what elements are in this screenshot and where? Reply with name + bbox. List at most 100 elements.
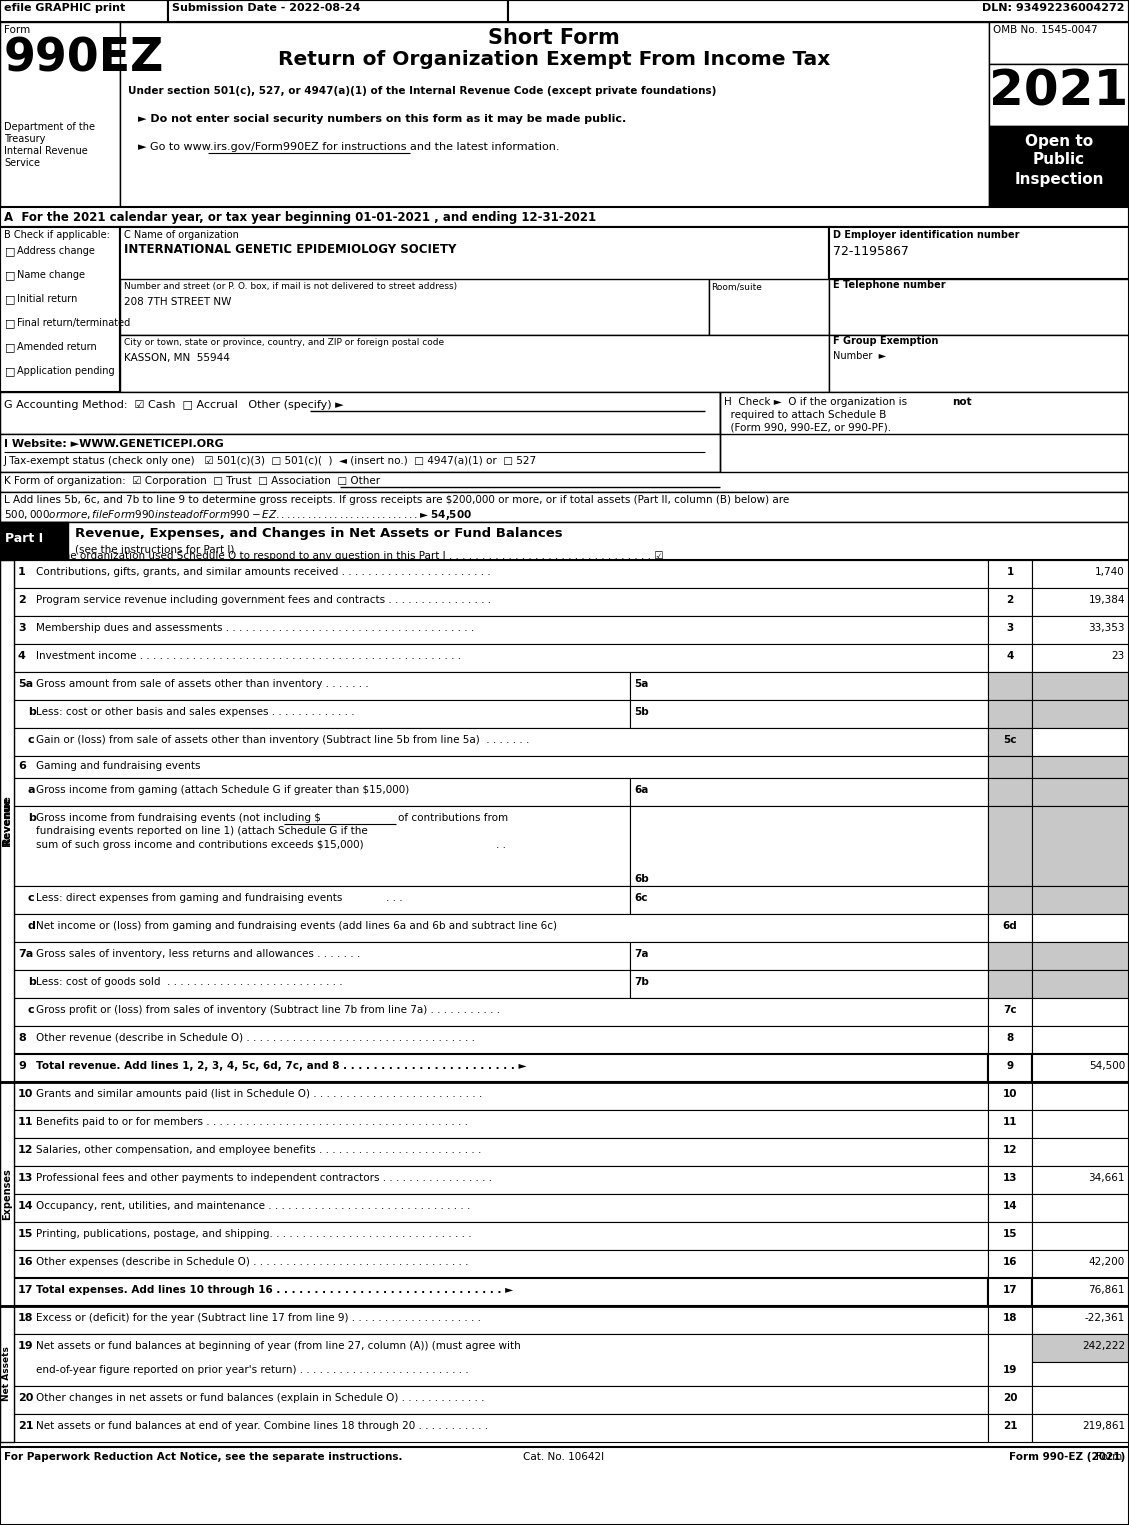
Text: H  Check ►  O if the organization is: H Check ► O if the organization is (724, 396, 910, 407)
Text: 6d: 6d (1003, 921, 1017, 930)
Bar (0, 0, 168, 21)
Bar (720, 392, 1129, 435)
Text: c: c (28, 894, 35, 903)
Bar (14, 1194, 988, 1222)
Text: ► Go to www.irs.gov/Form990EZ for instructions and the latest information.: ► Go to www.irs.gov/Form990EZ for instru… (138, 142, 560, 152)
Text: Occupancy, rent, utilities, and maintenance . . . . . . . . . . . . . . . . . . : Occupancy, rent, utilities, and maintena… (36, 1202, 471, 1211)
Text: 4: 4 (18, 651, 26, 660)
Bar (0, 1305, 14, 1443)
Text: $500,000 or more, file Form 990 instead of Form 990-EZ . . . . . . . . . . . . .: $500,000 or more, file Form 990 instead … (5, 508, 472, 522)
Text: 4: 4 (1006, 651, 1014, 660)
Text: 16: 16 (1003, 1257, 1017, 1267)
Text: sum of such gross income and contributions exceeds $15,000): sum of such gross income and contributio… (36, 840, 364, 849)
Text: 16: 16 (18, 1257, 34, 1267)
Text: Revenue: Revenue (2, 796, 12, 846)
Text: Name change: Name change (17, 270, 85, 281)
Bar (1032, 1305, 1129, 1334)
Text: □: □ (5, 366, 16, 377)
Text: Short Form: Short Form (488, 27, 620, 47)
Bar (988, 997, 1032, 1026)
Text: 20: 20 (1003, 1392, 1017, 1403)
Bar (630, 778, 988, 807)
Text: 19: 19 (18, 1340, 34, 1351)
Bar (14, 913, 988, 942)
Text: J Tax-exempt status (check only one)   ☑ 501(c)(3)  □ 501(c)(  )  ◄ (insert no.): J Tax-exempt status (check only one) ☑ 5… (5, 456, 537, 467)
Text: Other expenses (describe in Schedule O) . . . . . . . . . . . . . . . . . . . . : Other expenses (describe in Schedule O) … (36, 1257, 469, 1267)
Text: 17: 17 (18, 1286, 34, 1295)
Bar (1032, 807, 1129, 886)
Text: Printing, publications, postage, and shipping. . . . . . . . . . . . . . . . . .: Printing, publications, postage, and shi… (36, 1229, 472, 1238)
Text: Gross income from fundraising events (not including $: Gross income from fundraising events (no… (36, 813, 321, 824)
Bar (1032, 616, 1129, 644)
Bar (1032, 778, 1129, 807)
Bar (14, 756, 988, 778)
Bar (988, 700, 1032, 727)
Bar (120, 279, 709, 336)
Bar (14, 1414, 988, 1443)
Text: 15: 15 (18, 1229, 34, 1238)
Bar (989, 127, 1129, 207)
Text: Total expenses. Add lines 10 through 16 . . . . . . . . . . . . . . . . . . . . : Total expenses. Add lines 10 through 16 … (36, 1286, 513, 1295)
Bar (988, 1278, 1032, 1305)
Text: Return of Organization Exempt From Income Tax: Return of Organization Exempt From Incom… (278, 50, 830, 69)
Text: Application pending: Application pending (17, 366, 115, 377)
Bar (709, 279, 829, 336)
Bar (988, 1138, 1032, 1167)
Text: Less: direct expenses from gaming and fundraising events: Less: direct expenses from gaming and fu… (36, 894, 342, 903)
Text: 990EZ: 990EZ (5, 37, 164, 81)
Text: Total revenue. Add lines 1, 2, 3, 4, 5c, 6d, 7c, and 8 . . . . . . . . . . . . .: Total revenue. Add lines 1, 2, 3, 4, 5c,… (36, 1061, 526, 1071)
Bar (988, 1083, 1032, 1110)
Text: Revenue, Expenses, and Changes in Net Assets or Fund Balances: Revenue, Expenses, and Changes in Net As… (75, 528, 562, 540)
Text: 9: 9 (1006, 1061, 1014, 1071)
Text: 15: 15 (1003, 1229, 1017, 1238)
Bar (14, 1026, 988, 1054)
Bar (1032, 1222, 1129, 1250)
Bar (14, 807, 630, 886)
Text: 5c: 5c (1004, 735, 1017, 746)
Text: 12: 12 (1003, 1145, 1017, 1154)
Bar (988, 589, 1032, 616)
Text: K Form of organization:  ☑ Corporation  □ Trust  □ Association  □ Other: K Form of organization: ☑ Corporation □ … (5, 476, 380, 486)
Bar (988, 1167, 1032, 1194)
Text: Form: Form (5, 24, 30, 35)
Bar (1032, 589, 1129, 616)
Text: G Accounting Method:  ☑ Cash  □ Accrual   Other (specify) ►: G Accounting Method: ☑ Cash □ Accrual Ot… (5, 400, 343, 410)
Text: 20: 20 (18, 1392, 34, 1403)
Text: fundraising events reported on line 1) (attach Schedule G if the: fundraising events reported on line 1) (… (36, 827, 368, 836)
Text: Form: Form (1095, 1452, 1124, 1462)
Bar (1032, 1278, 1129, 1305)
Text: (see the instructions for Part I): (see the instructions for Part I) (75, 544, 235, 554)
Bar (14, 1138, 988, 1167)
Text: 10: 10 (18, 1089, 34, 1100)
Bar (0, 560, 14, 1083)
Bar (988, 1250, 1032, 1278)
Text: 12: 12 (18, 1145, 34, 1154)
Bar (988, 1305, 1032, 1334)
Bar (0, 493, 1129, 522)
Text: Initial return: Initial return (17, 294, 78, 303)
Text: L Add lines 5b, 6c, and 7b to line 9 to determine gross receipts. If gross recei: L Add lines 5b, 6c, and 7b to line 9 to … (5, 496, 789, 505)
Text: Number and street (or P. O. box, if mail is not delivered to street address): Number and street (or P. O. box, if mail… (124, 282, 457, 291)
Bar (1032, 1026, 1129, 1054)
Bar (0, 21, 120, 207)
Text: (Form 990, 990-EZ, or 990-PF).: (Form 990, 990-EZ, or 990-PF). (724, 422, 891, 433)
Text: B Check if applicable:: B Check if applicable: (5, 230, 110, 239)
Bar (1032, 970, 1129, 997)
Text: E Telephone number: E Telephone number (833, 281, 946, 290)
Bar (14, 1305, 988, 1334)
Bar (0, 435, 720, 473)
Text: 21: 21 (1003, 1421, 1017, 1430)
Text: Other changes in net assets or fund balances (explain in Schedule O) . . . . . .: Other changes in net assets or fund bala… (36, 1392, 484, 1403)
Bar (1032, 700, 1129, 727)
Bar (14, 886, 630, 913)
Text: Grants and similar amounts paid (list in Schedule O) . . . . . . . . . . . . . .: Grants and similar amounts paid (list in… (36, 1089, 482, 1100)
Text: 34,661: 34,661 (1088, 1173, 1124, 1183)
Text: Gross sales of inventory, less returns and allowances . . . . . . .: Gross sales of inventory, less returns a… (36, 949, 360, 959)
Text: 6a: 6a (634, 785, 648, 795)
Text: Address change: Address change (17, 246, 95, 256)
Text: Amended return: Amended return (17, 342, 97, 352)
Bar (988, 1026, 1032, 1054)
Bar (14, 644, 988, 673)
Text: 21: 21 (18, 1421, 34, 1430)
Text: 5a: 5a (634, 679, 648, 689)
